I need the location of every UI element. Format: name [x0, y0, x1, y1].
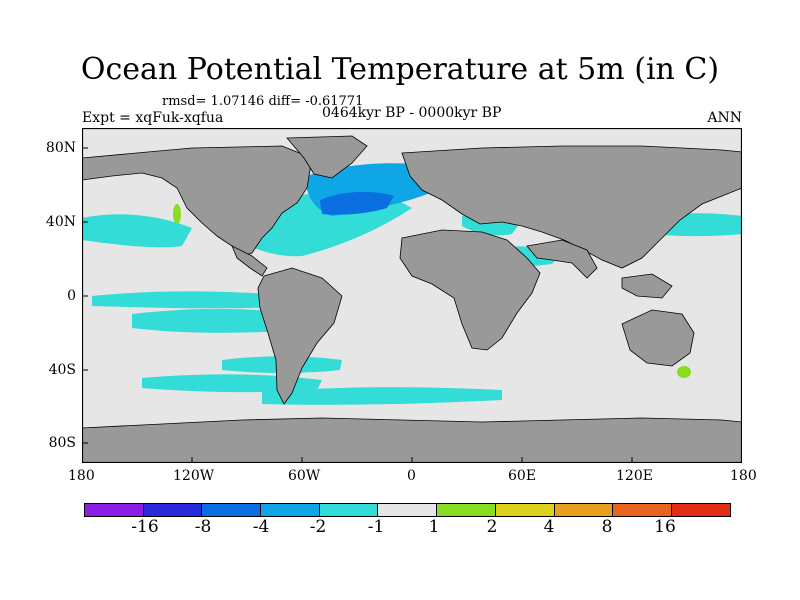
y-tick-label: 80N	[45, 140, 76, 156]
x-tick-label: 180	[730, 468, 757, 484]
colorbar-label: -16	[131, 517, 159, 537]
x-tick-label: 120W	[173, 468, 215, 484]
season-label: ANN	[707, 110, 742, 126]
y-tick-label: 40N	[45, 214, 76, 230]
y-tick-label: 0	[67, 288, 76, 304]
land-masses	[82, 135, 742, 463]
colorbar-box	[318, 503, 379, 517]
colorbar-label: 2	[486, 517, 498, 537]
chart-title: Ocean Potential Temperature at 5m (in C)	[80, 52, 720, 87]
colorbar-box	[142, 503, 203, 517]
y-tick-label: 80S	[48, 435, 76, 451]
colorbar-box	[84, 503, 144, 517]
map-plot	[82, 128, 742, 463]
tick-marks	[82, 147, 633, 463]
colorbar-box	[436, 503, 496, 517]
period-label: 0464kyr BP - 0000kyr BP	[322, 105, 502, 121]
antarctica	[82, 417, 742, 463]
colorbar-label: -4	[252, 517, 270, 537]
south-america	[257, 267, 343, 405]
australia	[621, 309, 695, 367]
colorbar	[84, 503, 731, 517]
eurasia	[401, 145, 742, 269]
x-tick-label: 60W	[288, 468, 321, 484]
colorbar-box	[612, 503, 672, 517]
central-america	[231, 245, 268, 277]
experiment-label: Expt = xqFuk-xqfua	[82, 110, 224, 126]
y-tick-label: 40S	[48, 362, 76, 378]
colorbar-box	[494, 503, 555, 517]
x-tick-label: 0	[407, 468, 416, 484]
southeast-asia	[621, 273, 673, 299]
colorbar-box	[670, 503, 731, 517]
colorbar-box	[260, 503, 320, 517]
colorbar-box	[377, 503, 438, 517]
colorbar-label: -2	[309, 517, 327, 537]
south-asia	[526, 239, 598, 279]
x-tick-label: 180	[68, 468, 95, 484]
x-tick-label: 120E	[616, 468, 653, 484]
colorbar-label: 4	[543, 517, 555, 537]
colorbar-label: -1	[367, 517, 385, 537]
stats-label: rmsd= 1.07146 diff= -0.61771	[162, 94, 364, 109]
colorbar-box	[553, 503, 614, 517]
africa	[399, 229, 541, 351]
cooling-strong-patches	[320, 191, 394, 215]
colorbar-label: 16	[654, 517, 676, 537]
colorbar-label: 1	[428, 517, 440, 537]
colorbar-label: 8	[601, 517, 613, 537]
greenland	[286, 135, 368, 179]
colorbar-box	[201, 503, 262, 517]
x-tick-label: 60E	[508, 468, 537, 484]
colorbar-label: -8	[194, 517, 212, 537]
